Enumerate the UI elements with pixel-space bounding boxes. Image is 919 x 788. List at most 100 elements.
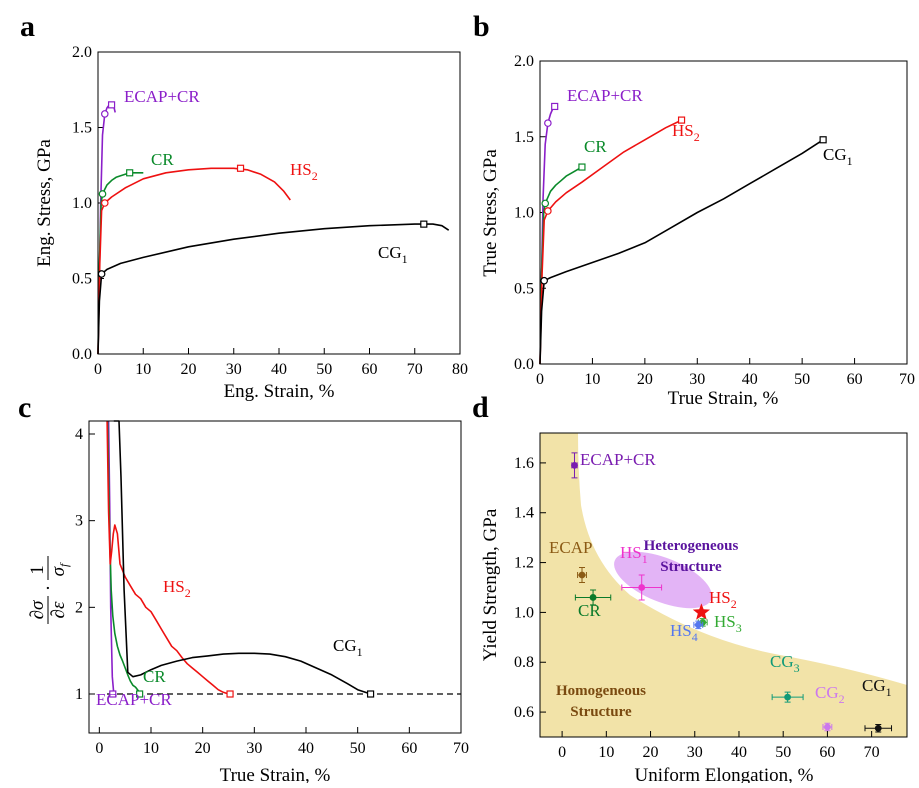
a-uniform-elongation-marker: [236, 164, 245, 172]
svg-text:σf: σf: [48, 562, 71, 576]
c-ytick-label: 3: [75, 513, 83, 530]
c-uniform-elongation-marker: [226, 690, 234, 698]
a-xtick-label: 70: [407, 361, 423, 378]
panel-d-label: d: [472, 391, 489, 424]
b-xtick-label: 40: [742, 371, 758, 388]
homogeneous-region: [540, 433, 907, 737]
c-xtick-label: 10: [143, 740, 159, 757]
svg-text:1: 1: [27, 565, 48, 575]
panel-a-xlabel: Eng. Strain, %: [224, 381, 335, 402]
d-point-ecap: [578, 571, 586, 579]
panel-b-label: b: [473, 10, 490, 43]
b-xtick-label: 30: [689, 371, 705, 388]
panel-d: d Uniform Elongation, % Yield Strength, …: [472, 391, 908, 786]
panel-a-label: a: [20, 10, 35, 43]
a-uniform-elongation-marker: [420, 220, 428, 228]
a-ytick-label: 1.5: [72, 120, 92, 137]
b-uniform-elongation-marker: [578, 163, 586, 171]
c-uniform-elongation-marker: [366, 690, 375, 698]
d-ytick-label: 1.6: [514, 455, 534, 472]
svg-text:∂ε: ∂ε: [48, 601, 69, 618]
c-series-hs2: [106, 420, 229, 695]
a-xtick-label: 0: [94, 361, 102, 378]
a-xtick-label: 50: [316, 361, 332, 378]
panel-a: a 0 10 20 30 40 50 60 70 80 0.0 0.5 1.0 1.5 2.0 Eng. …: [20, 10, 468, 402]
c-ytick-label: 2: [75, 599, 83, 616]
label-hs4-d: HS4: [670, 621, 698, 644]
a-ytick-label: 0.0: [72, 346, 92, 363]
c-ytick-label: 1: [75, 686, 83, 703]
panel-b-xlabel: True Strain, %: [668, 388, 779, 409]
d-ytick-label: 0.8: [514, 654, 534, 671]
d-ytick-label: 0.6: [514, 704, 534, 721]
homogeneous-label-line2: Structure: [570, 704, 632, 720]
panel-c-frame: [88, 420, 462, 734]
panel-c-ylabel: ∂σ ∂ε · 1 σf: [27, 556, 71, 624]
b-xtick-label: 60: [847, 371, 863, 388]
label-ecap-cr-d: ECAP+CR: [580, 450, 656, 469]
b-yield-marker: [541, 199, 550, 208]
b-series-hs2: [539, 119, 682, 365]
d-ytick-label: 1.2: [514, 555, 534, 572]
b-uniform-elongation-marker: [819, 136, 827, 144]
label-cg3-d: CG3: [770, 652, 800, 675]
a-ytick-label: 2.0: [72, 44, 92, 61]
d-xtick-label: 30: [687, 744, 703, 761]
a-uniform-elongation-marker: [107, 101, 116, 109]
b-xtick-label: 50: [794, 371, 810, 388]
label-cr-a: CR: [151, 150, 174, 169]
label-cg1-a: CG1: [378, 243, 408, 266]
label-hs2-c: HS2: [163, 577, 191, 600]
label-hs2-b: HS2: [672, 121, 700, 144]
d-point-cg3: [784, 693, 792, 701]
homogeneous-label-line1: Homogeneous: [556, 683, 646, 699]
b-yield-marker: [540, 276, 548, 285]
d-point-hs2: [692, 603, 710, 620]
panel-c-xlabel: True Strain, %: [220, 765, 331, 783]
label-cg1-d: CG1: [862, 676, 892, 699]
a-yield-marker: [100, 110, 109, 118]
b-series-cg1: [539, 139, 824, 365]
d-ytick-label: 1.4: [514, 505, 534, 522]
heterogeneous-region: [614, 551, 712, 609]
c-xtick-label: 0: [95, 740, 103, 757]
label-cr-c: CR: [143, 667, 166, 686]
a-yield-marker: [97, 270, 106, 278]
label-ecap-d: ECAP: [549, 538, 592, 557]
a-xtick-label: 60: [362, 361, 378, 378]
heterogeneous-label-line1: Heterogeneous: [644, 538, 739, 554]
label-cr-b: CR: [584, 137, 607, 156]
b-ytick-label: 1.5: [514, 129, 534, 146]
d-xtick-label: 0: [558, 744, 566, 761]
label-cg1-c: CG1: [333, 636, 363, 659]
a-xtick-label: 30: [226, 361, 242, 378]
c-uniform-elongation-marker: [109, 690, 117, 698]
d-xtick-label: 20: [643, 744, 659, 761]
c-series-cg1: [113, 420, 371, 695]
c-xtick-label: 20: [195, 740, 211, 757]
d-xtick-label: 50: [775, 744, 791, 761]
b-ytick-label: 0.5: [514, 280, 534, 297]
d-xtick-label: 70: [864, 744, 880, 761]
c-series-cr: [106, 420, 142, 695]
d-point-cg2: [824, 723, 831, 731]
c-xtick-label: 70: [453, 740, 469, 757]
heterogeneous-label-line2: Structure: [660, 559, 722, 575]
b-xtick-label: 70: [899, 371, 915, 388]
panel-a-ylabel: Eng. Stress, GPa: [34, 139, 55, 267]
label-cg1-b: CG1: [823, 145, 853, 168]
d-point-cg1: [874, 724, 882, 732]
b-xtick-label: 0: [536, 371, 544, 388]
label-hs3-d: HS3: [714, 612, 742, 635]
panel-b-frame: [539, 60, 908, 365]
d-point-cr: [589, 594, 597, 601]
label-hs2-d: HS2: [709, 588, 737, 611]
label-cr-d: CR: [578, 601, 601, 620]
d-xtick-label: 60: [819, 744, 835, 761]
a-xtick-label: 10: [135, 361, 151, 378]
svg-text:∂σ: ∂σ: [27, 600, 48, 619]
b-ytick-label: 1.0: [514, 205, 534, 222]
c-xtick-label: 60: [401, 740, 417, 757]
b-uniform-elongation-marker: [677, 116, 686, 124]
